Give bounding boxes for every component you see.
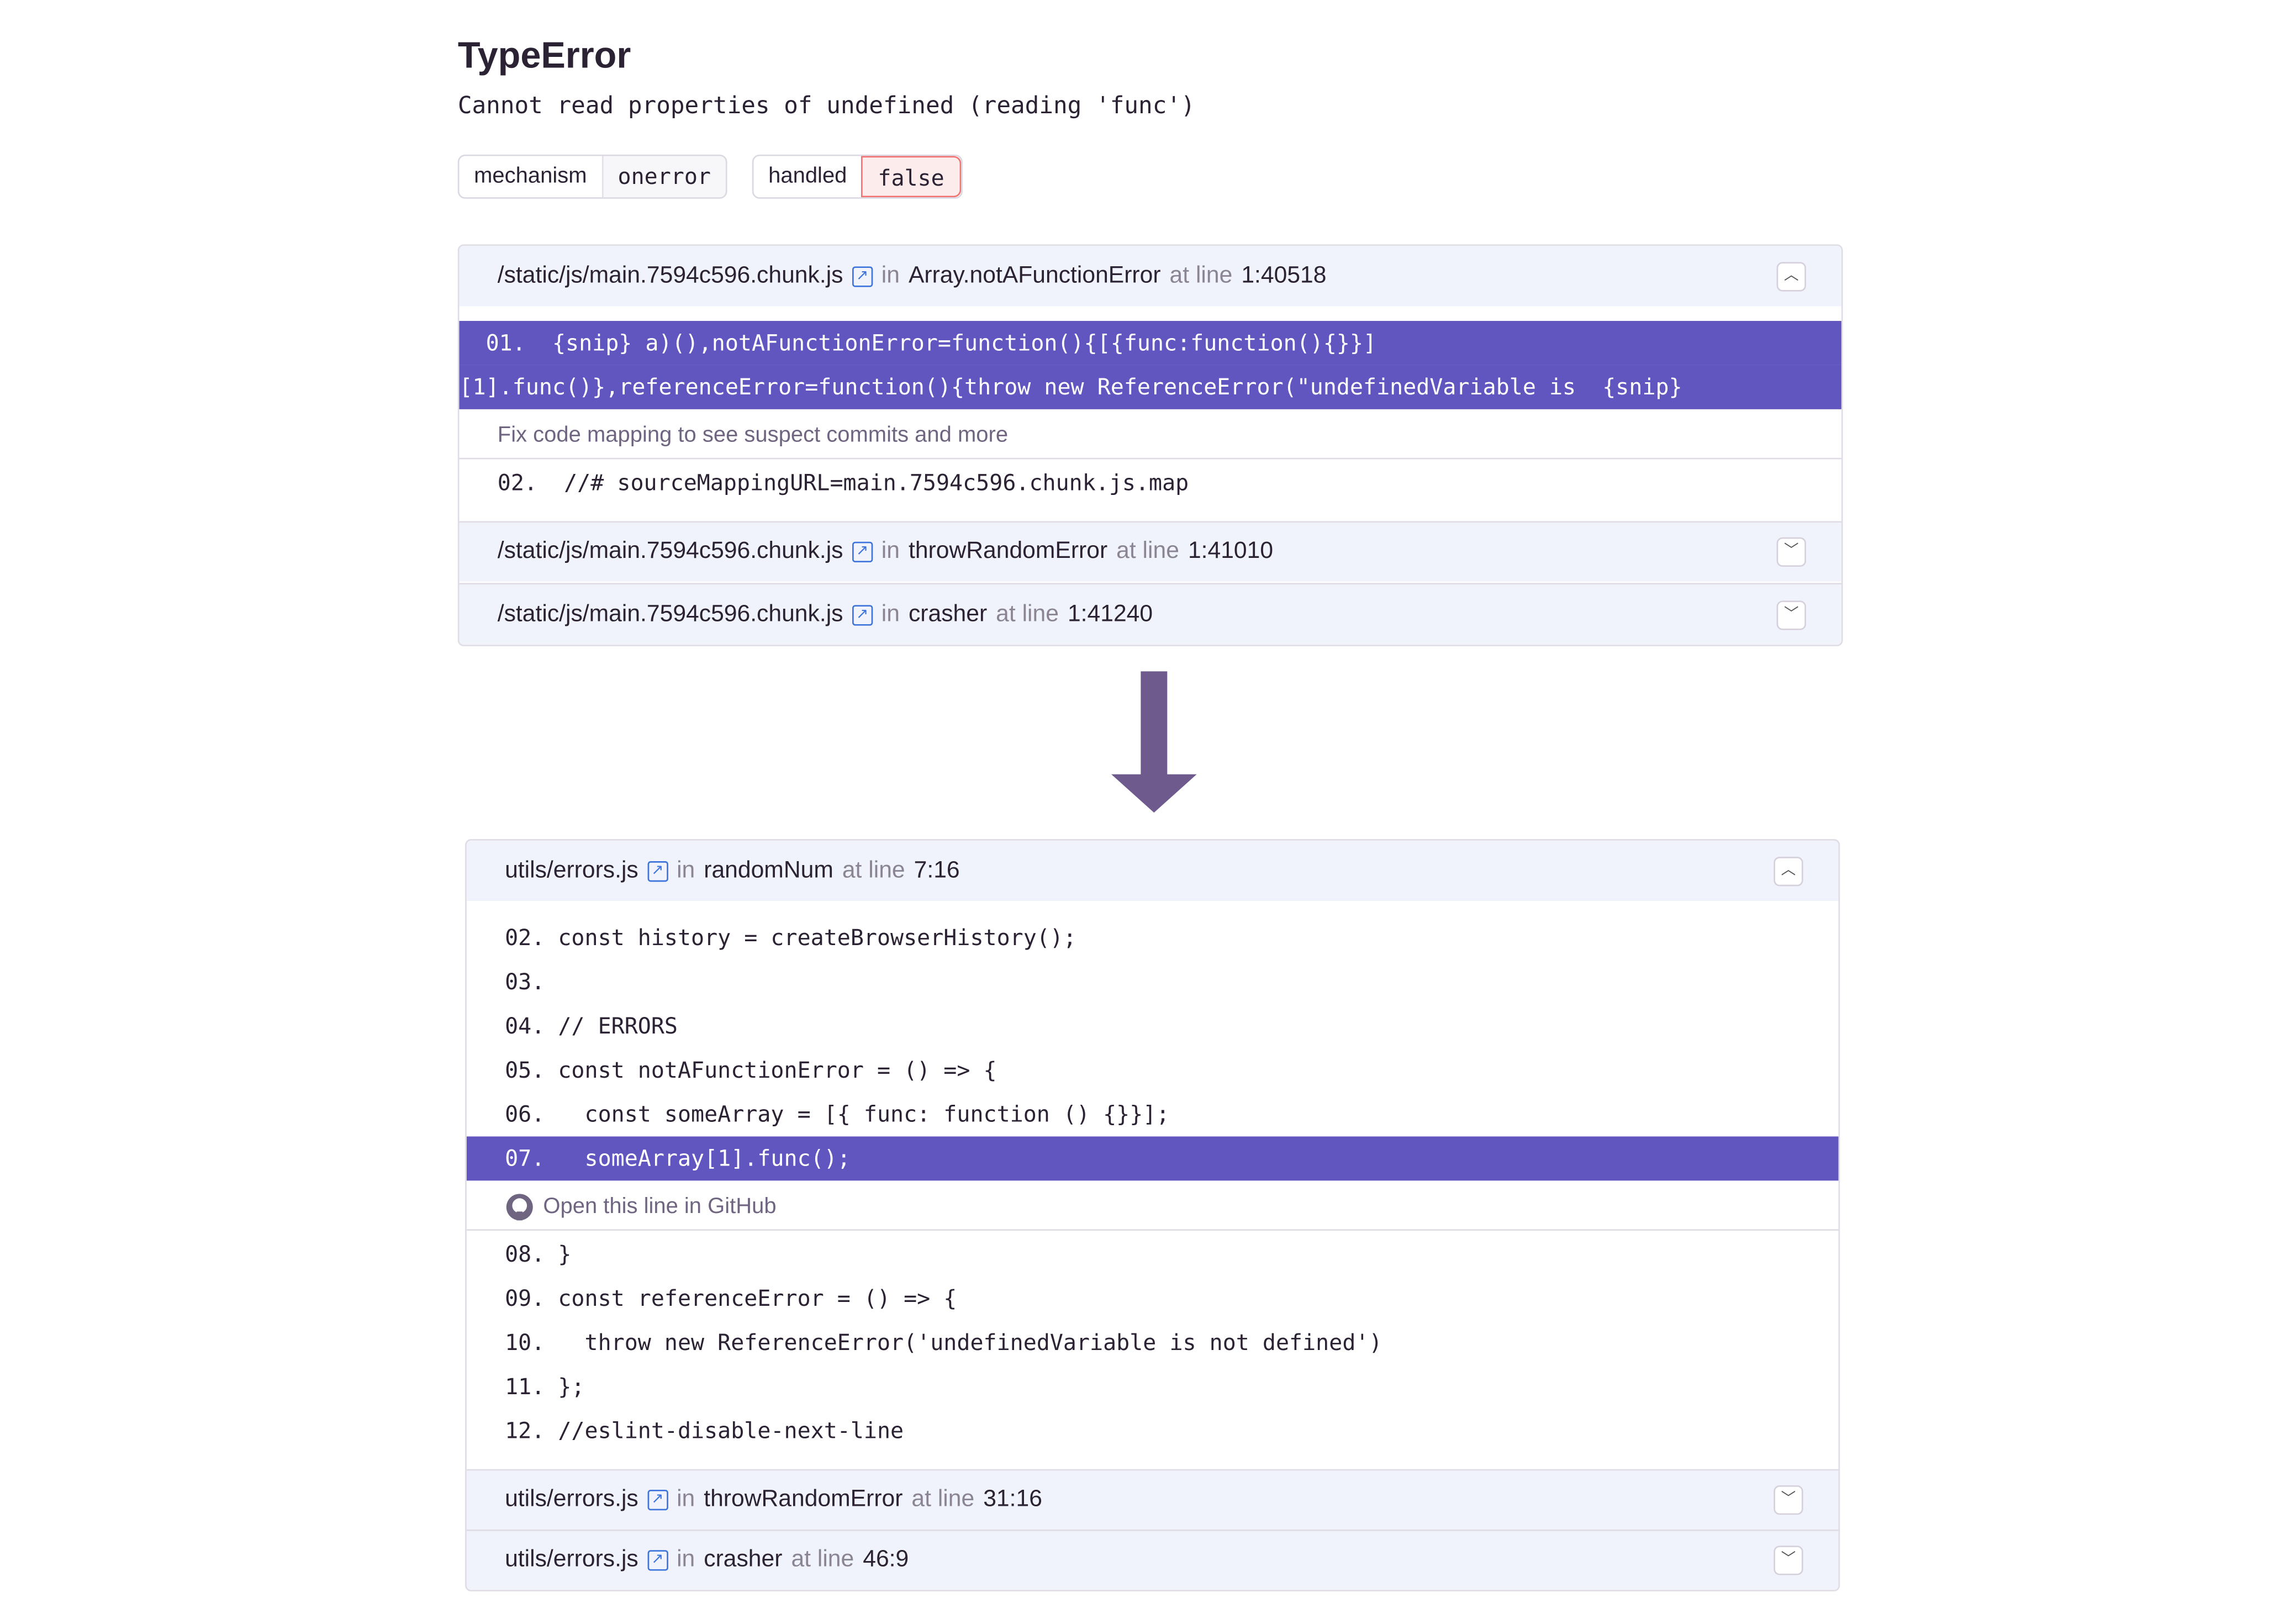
external-link-icon[interactable]: ↗: [852, 541, 873, 563]
frame-file: /static/js/main.7594c596.chunk.js: [497, 539, 843, 564]
tag-key: mechanism: [474, 163, 587, 189]
code-line: 04. // ERRORS: [505, 1013, 678, 1040]
at-line-label: at line: [791, 1547, 854, 1573]
frame-line: 31:16: [983, 1486, 1042, 1512]
highlighted-line: 01. {snip} a)(),notAFunctionError=functi…: [459, 320, 1841, 365]
code-line: 09. const referenceError = () => {: [505, 1285, 957, 1312]
chevron-up-icon[interactable]: ︿: [1774, 856, 1803, 885]
at-line-label: at line: [996, 601, 1059, 626]
frame-function: randomNum: [704, 857, 833, 883]
code-line: 08. }: [505, 1241, 572, 1268]
in-label: in: [881, 262, 900, 288]
frame-file: utils/errors.js: [505, 1486, 638, 1512]
in-label: in: [677, 1486, 695, 1512]
code-line: 06. const someArray = [{ func: function …: [505, 1101, 1170, 1128]
frame-line: 1:41240: [1067, 601, 1153, 626]
frame-function: crasher: [704, 1547, 783, 1573]
external-link-icon[interactable]: ↗: [852, 604, 873, 625]
tag-mechanism[interactable]: mechanism onerror: [457, 154, 727, 199]
frame-row[interactable]: utils/errors.js ↗ in crasher at line 46:9 ﹀: [466, 1529, 1839, 1590]
highlighted-line: 07. someArray[1].func();: [466, 1136, 1839, 1181]
tag-key: handled: [768, 163, 847, 189]
code-line: 10. throw new ReferenceError('undefinedV…: [505, 1329, 1382, 1356]
chevron-down-icon[interactable]: ﹀: [1776, 537, 1806, 567]
code-line: 03.: [505, 968, 545, 995]
frame-row[interactable]: utils/errors.js ↗ in randomNum at line 7:16…: [466, 840, 1839, 901]
at-line-label: at line: [1116, 539, 1179, 564]
external-link-icon[interactable]: ↗: [647, 860, 668, 882]
frame-row[interactable]: utils/errors.js ↗ in throwRandomError at l…: [466, 1469, 1839, 1530]
in-label: in: [677, 857, 695, 883]
at-line-label: at line: [911, 1486, 975, 1512]
frame-file: /static/js/main.7594c596.chunk.js: [497, 601, 843, 626]
at-line-label: at line: [1169, 262, 1233, 288]
tag-handled[interactable]: handled false: [752, 154, 962, 199]
frame-line: 1:41010: [1187, 539, 1274, 564]
error-message: Cannot read properties of undefined (rea…: [457, 91, 1195, 119]
minified-stack-trace: /static/js/main.7594c596.chunk.js ↗ in Arr…: [457, 244, 1843, 646]
in-label: in: [881, 601, 900, 626]
highlighted-line: [1].func()},referenceError=function(){th…: [459, 365, 1841, 409]
frame-function: crasher: [908, 601, 988, 626]
in-label: in: [677, 1547, 695, 1573]
code-line: 02. //# sourceMappingURL=main.7594c596.c…: [497, 470, 1189, 497]
frame-function: throwRandomError: [908, 539, 1108, 564]
external-link-icon[interactable]: ↗: [852, 266, 873, 287]
source-mapped-stack-trace: utils/errors.js ↗ in randomNum at line 7:16…: [465, 839, 1840, 1591]
chevron-down-icon[interactable]: ﹀: [1774, 1546, 1803, 1575]
frame-line: 46:9: [863, 1547, 909, 1573]
code-line: 02. const history = createBrowserHistory…: [505, 924, 1076, 951]
external-link-icon[interactable]: ↗: [647, 1550, 668, 1571]
frame-file: utils/errors.js: [505, 1547, 638, 1573]
error-title: TypeError: [457, 35, 631, 77]
at-line-label: at line: [842, 857, 905, 883]
frame-row[interactable]: /static/js/main.7594c596.chunk.js ↗ in cra…: [459, 583, 1841, 645]
code-line: 05. const notAFunctionError = () => {: [505, 1057, 997, 1084]
tag-value: onerror: [601, 156, 726, 198]
fix-code-mapping-link[interactable]: Fix code mapping to see suspect commits …: [459, 411, 1841, 460]
frame-row[interactable]: /static/js/main.7594c596.chunk.js ↗ in thr…: [459, 521, 1841, 582]
frame-line: 7:16: [914, 857, 960, 883]
in-label: in: [881, 539, 900, 564]
tag-value: false: [862, 156, 961, 198]
code-line: 12. //eslint-disable-next-line: [505, 1417, 904, 1444]
frame-file: /static/js/main.7594c596.chunk.js: [497, 262, 843, 288]
code-line: 11. };: [505, 1373, 585, 1400]
frame-file: utils/errors.js: [505, 857, 638, 883]
down-arrow-icon: [1111, 671, 1197, 813]
github-link-text: Open this line in GitHub: [543, 1194, 777, 1219]
frame-line: 1:40518: [1241, 262, 1327, 288]
frame-function: throwRandomError: [704, 1486, 903, 1512]
frame-function: Array.notAFunctionError: [908, 262, 1161, 288]
open-in-github-link[interactable]: Open this line in GitHub: [466, 1182, 1839, 1231]
chevron-up-icon[interactable]: ︿: [1776, 261, 1806, 291]
frame-row[interactable]: /static/js/main.7594c596.chunk.js ↗ in Arr…: [459, 246, 1841, 307]
chevron-down-icon[interactable]: ﹀: [1774, 1485, 1803, 1515]
github-icon: [506, 1194, 533, 1221]
external-link-icon[interactable]: ↗: [647, 1489, 668, 1511]
chevron-down-icon[interactable]: ﹀: [1776, 599, 1806, 630]
